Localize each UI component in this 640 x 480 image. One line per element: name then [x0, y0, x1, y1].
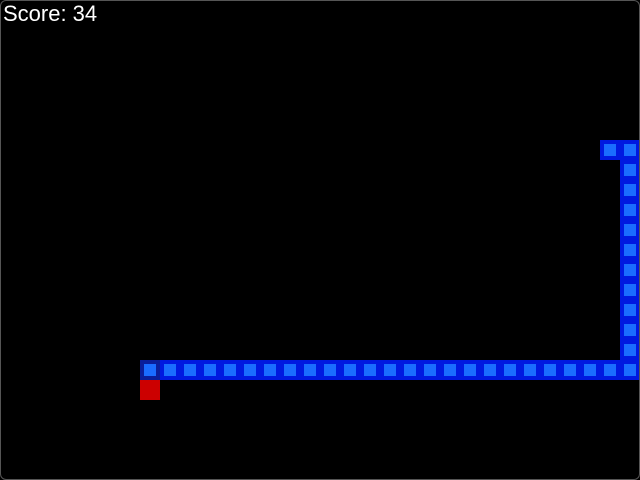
segment-core: [624, 204, 636, 216]
score: Score: 34: [3, 1, 97, 27]
segment-core: [284, 364, 296, 376]
segment-core: [624, 184, 636, 196]
segment-core: [164, 364, 176, 376]
segment-core: [624, 244, 636, 256]
segment-core: [244, 364, 256, 376]
segment-core: [624, 344, 636, 356]
segment-core: [344, 364, 356, 376]
segment-core: [564, 364, 576, 376]
segment-core: [604, 364, 616, 376]
segment-core: [324, 364, 336, 376]
segment-core: [504, 364, 516, 376]
segment-core: [624, 224, 636, 236]
segment-core: [364, 364, 376, 376]
segment-core: [404, 364, 416, 376]
segment-core: [624, 304, 636, 316]
segment-core: [624, 284, 636, 296]
segment-core: [624, 264, 636, 276]
segment-core: [444, 364, 456, 376]
score-label: Score:: [3, 1, 67, 26]
segment-core: [484, 364, 496, 376]
segment-core: [584, 364, 596, 376]
score-value: 34: [72, 1, 98, 26]
segment-core: [624, 164, 636, 176]
segment-core: [624, 364, 636, 376]
segment-core: [624, 324, 636, 336]
segment-core: [464, 364, 476, 376]
segment-core: [304, 364, 316, 376]
segment-core: [144, 364, 156, 376]
segment-core: [184, 364, 196, 376]
segment-core: [524, 364, 536, 376]
segment-core: [384, 364, 396, 376]
segment-core: [204, 364, 216, 376]
segment-core: [264, 364, 276, 376]
segment-core: [224, 364, 236, 376]
segment-core: [544, 364, 556, 376]
segment-core: [624, 144, 636, 156]
food: [140, 380, 160, 400]
segment-core: [424, 364, 436, 376]
segment-core: [604, 144, 616, 156]
